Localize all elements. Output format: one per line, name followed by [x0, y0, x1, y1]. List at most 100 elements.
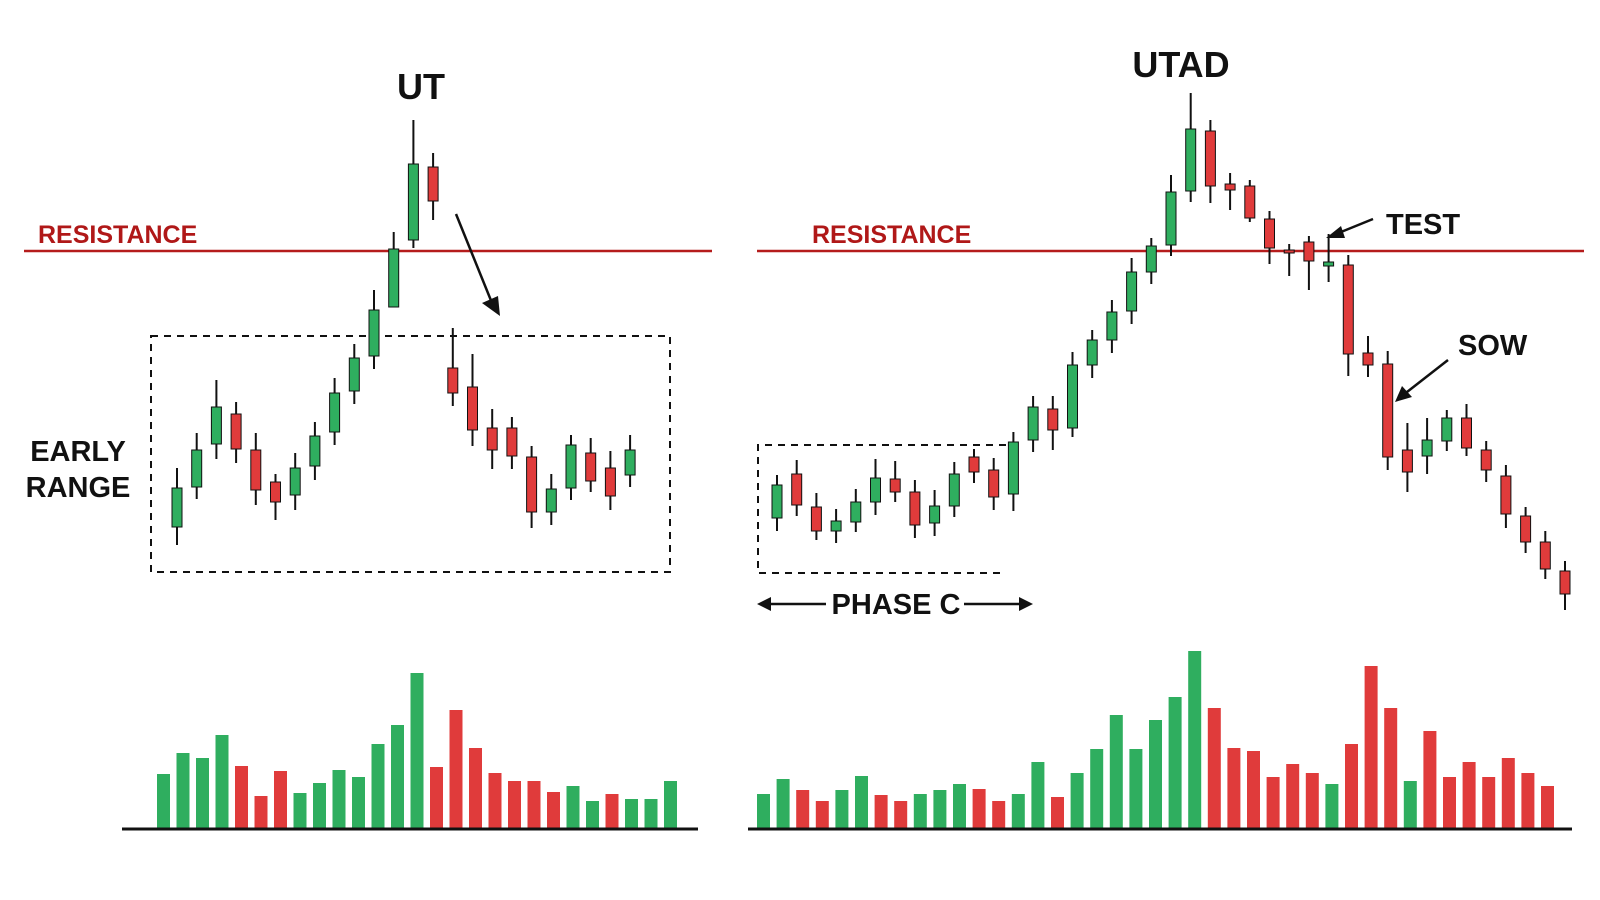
candle: [270, 474, 281, 520]
sow-label: SOW: [1458, 330, 1528, 362]
candle: [624, 435, 636, 487]
candle-body: [810, 506, 822, 532]
candle-body: [1342, 264, 1354, 355]
candle-body: [171, 487, 183, 528]
test-arrow-line: [1340, 217, 1374, 234]
candle-body: [191, 449, 203, 488]
candle: [191, 433, 203, 499]
volume-bar: [1462, 762, 1476, 828]
candle: [250, 433, 262, 505]
volume-bar: [1403, 781, 1417, 828]
candle-body: [565, 444, 577, 489]
candle: [447, 328, 459, 406]
candle-body: [1185, 128, 1197, 192]
volume-bar: [410, 673, 424, 828]
volume-bar: [972, 789, 986, 828]
test-label: TEST: [1386, 209, 1460, 241]
volume-bar: [1443, 777, 1456, 828]
candle: [850, 489, 862, 532]
candle: [348, 344, 360, 404]
candle: [1500, 465, 1512, 528]
test-arrow: [1326, 217, 1374, 238]
candle: [1559, 561, 1571, 610]
volume-bar: [1109, 715, 1123, 828]
candle-body: [889, 478, 901, 493]
volume-bar: [215, 735, 229, 828]
candle: [329, 378, 341, 445]
candle: [407, 120, 419, 248]
candle: [1323, 234, 1335, 282]
candle-body: [486, 427, 498, 451]
candle: [889, 461, 901, 502]
candle-body: [1303, 241, 1315, 262]
volume-bar: [527, 781, 541, 828]
candle-body: [1145, 245, 1157, 273]
volume-bar: [855, 776, 868, 828]
candle: [1106, 300, 1118, 353]
candle: [1027, 396, 1039, 452]
candle-body: [929, 505, 941, 524]
volume-bar: [391, 725, 404, 828]
candle: [486, 409, 498, 469]
sow-arrow-line: [1406, 359, 1449, 393]
candle-body: [948, 473, 960, 507]
candle: [1244, 180, 1256, 222]
volume-bar: [235, 766, 248, 828]
candle-body: [585, 452, 597, 482]
volume-bar: [776, 779, 790, 828]
right-volume-bars: [757, 651, 1554, 828]
candle-body: [1204, 130, 1216, 187]
volume-bar: [293, 793, 307, 828]
candle-body: [870, 477, 881, 503]
candle-body: [1244, 185, 1256, 219]
candle-body: [1362, 352, 1374, 366]
volume-bar: [894, 801, 908, 828]
volume-bar: [1423, 731, 1437, 828]
volume-bar: [176, 753, 190, 828]
candle-body: [1401, 449, 1413, 473]
candle-body: [830, 520, 842, 532]
candle: [1204, 120, 1216, 203]
right-panel: RESISTANCE UTAD TEST SOW PHASE C: [748, 44, 1584, 831]
candle-body: [791, 473, 803, 506]
candle: [1421, 418, 1433, 474]
candle-body: [1126, 271, 1138, 312]
candle: [1165, 175, 1177, 256]
candle-body: [909, 491, 921, 526]
candle: [1382, 351, 1394, 470]
candle-body: [1264, 218, 1275, 249]
volume-bar: [757, 794, 770, 828]
volume-bar: [605, 794, 619, 828]
volume-bar: [566, 786, 580, 828]
volume-bar: [1188, 651, 1202, 828]
phase-c-arrow-right-head: [1019, 597, 1033, 611]
candle: [929, 490, 941, 536]
right-resistance-label: RESISTANCE: [812, 221, 971, 249]
candle-body: [1086, 339, 1098, 366]
candle: [830, 509, 842, 543]
candle: [988, 458, 1000, 510]
volume-bar: [313, 783, 326, 828]
candle-body: [427, 166, 439, 202]
candle: [1401, 423, 1413, 492]
candle: [948, 462, 960, 517]
volume-bar: [1207, 708, 1221, 828]
volume-bar: [1051, 797, 1064, 828]
candle: [171, 468, 183, 545]
candle-body: [210, 406, 222, 445]
volume-bar: [332, 770, 346, 828]
candle: [1520, 507, 1532, 553]
candle-body: [270, 481, 281, 503]
sow-arrow-head: [1395, 386, 1412, 402]
ut-label: UT: [397, 66, 445, 107]
ut-arrow-head: [482, 296, 500, 316]
left-resistance-label: RESISTANCE: [38, 221, 197, 249]
candle: [545, 474, 557, 525]
volume-bar: [352, 777, 365, 828]
volume-bar: [1286, 764, 1300, 828]
candle-body: [1283, 249, 1295, 254]
candle-body: [1461, 417, 1472, 449]
volume-bar: [625, 799, 638, 828]
right-candles: [771, 93, 1571, 610]
phase-c-label: PHASE C: [832, 589, 961, 621]
